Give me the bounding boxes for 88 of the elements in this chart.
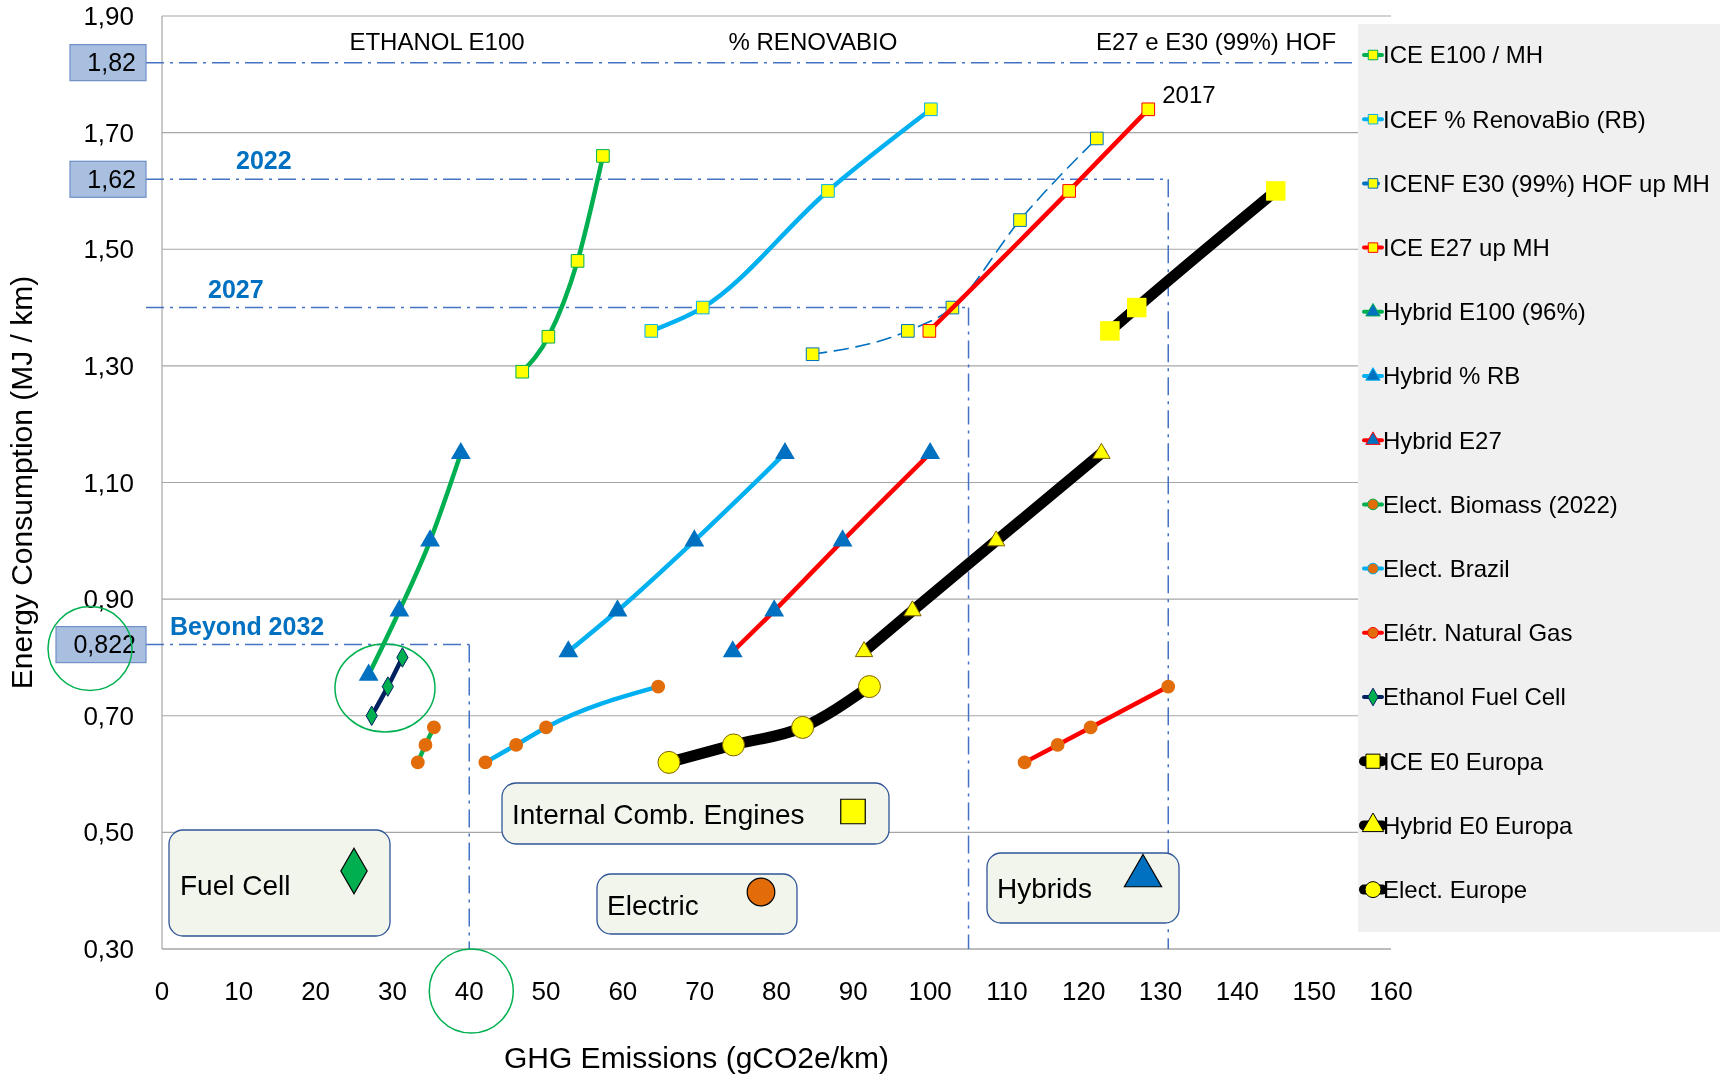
y-tick-label: 1,50 <box>83 234 134 265</box>
point <box>541 329 556 344</box>
point <box>857 675 881 699</box>
point <box>410 755 425 770</box>
point <box>791 715 815 739</box>
point <box>1100 321 1120 341</box>
annotation: E27 e E30 (99%) HOF <box>1095 28 1337 55</box>
point <box>1141 102 1156 117</box>
point <box>1089 131 1104 146</box>
y-tick-label: 1,10 <box>83 467 134 498</box>
x-tick-label: 110 <box>986 976 1028 1006</box>
legend-label: Hybrid E27 <box>1383 426 1502 454</box>
legend-label: Hybrid % RB <box>1383 362 1521 390</box>
annotation: 2022 <box>236 146 292 175</box>
legend-label: Elect. Europe <box>1383 876 1528 903</box>
point <box>509 738 524 752</box>
y-tick-label: 0,30 <box>83 934 134 965</box>
annotation: ETHANOL E100 <box>349 28 525 55</box>
annotation: % RENOVABIO <box>728 28 898 55</box>
point <box>1017 755 1032 770</box>
point <box>1062 184 1076 198</box>
point <box>695 300 710 315</box>
point <box>657 750 681 774</box>
annotation: Internal Comb. Engines <box>512 799 805 830</box>
point <box>651 679 666 694</box>
x-tick-label: 150 <box>1292 976 1336 1006</box>
point <box>901 324 915 338</box>
point <box>821 184 835 198</box>
legend-label: ICEF % RenovaBio (RB) <box>1383 105 1646 133</box>
annotation: Beyond 2032 <box>170 611 325 640</box>
x-tick-label: 120 <box>1062 976 1106 1006</box>
legend-label: Ethanol Fuel Cell <box>1383 683 1566 711</box>
y-tick-label: 1,70 <box>83 117 134 148</box>
point <box>427 720 441 735</box>
y-tick-label: 0,70 <box>83 700 134 731</box>
x-tick-label: 100 <box>908 976 952 1006</box>
x-tick-label: 60 <box>608 976 638 1006</box>
annotation: Hybrids <box>997 873 1092 904</box>
point <box>1127 297 1147 318</box>
point <box>478 755 493 770</box>
point <box>570 254 585 268</box>
point <box>418 738 433 752</box>
y-tick-label: 1,30 <box>83 350 134 381</box>
point <box>1161 679 1176 694</box>
y-tick-label: 0,90 <box>83 584 134 615</box>
x-tick-label: 130 <box>1138 976 1183 1006</box>
x-tick-label: 140 <box>1215 976 1260 1006</box>
legend-label: Elect. Brazil <box>1383 555 1510 582</box>
annotation: 2027 <box>208 274 264 303</box>
point <box>539 720 553 735</box>
y-tick-label: 0,50 <box>83 817 134 848</box>
point <box>805 347 820 362</box>
legend-label: Hybrid E0 Europa <box>1383 811 1574 839</box>
point <box>1266 181 1286 201</box>
x-tick-label: 0 <box>154 976 170 1006</box>
point <box>644 324 659 338</box>
legend-label: ICENF E30 (99%) HOF up MH <box>1383 169 1710 197</box>
x-tick-label: 70 <box>685 976 715 1006</box>
legend-label: Elect. Biomass (2022) <box>1383 490 1618 518</box>
point <box>1050 738 1065 752</box>
point <box>1083 720 1098 735</box>
legend-label: Hybrid E100 (96%) <box>1383 298 1586 326</box>
annotation: 2017 <box>1162 81 1216 109</box>
y-tick-label: 1,90 <box>83 1 134 32</box>
x-tick-label: 160 <box>1369 976 1413 1006</box>
point <box>515 364 530 379</box>
annotation: Electric <box>607 890 699 921</box>
point <box>922 324 937 338</box>
legend-label: ICE E0 Europa <box>1383 747 1544 775</box>
x-tick-label: 50 <box>531 976 561 1006</box>
x-tick-label: 10 <box>224 976 254 1006</box>
point <box>924 102 938 117</box>
annotation: Fuel Cell <box>180 870 291 901</box>
x-tick-label: 20 <box>301 976 331 1006</box>
text: 1,62 <box>87 165 136 194</box>
x-axis-title: GHG Emissions (gCO2e/km) <box>503 1041 890 1074</box>
y-axis-title: Energy Consumption (MJ / km) <box>5 275 38 690</box>
point <box>596 149 610 163</box>
legend-label: Elétr. Natural Gas <box>1383 619 1573 647</box>
text: 1,82 <box>87 48 136 77</box>
x-tick-label: 40 <box>454 976 484 1006</box>
point <box>721 733 745 757</box>
legend-label: ICE E100 / MH <box>1383 41 1544 69</box>
legend-label: ICE E27 up MH <box>1383 234 1550 261</box>
point <box>1013 213 1027 227</box>
x-tick-label: 80 <box>762 976 791 1006</box>
x-tick-label: 90 <box>838 976 868 1006</box>
x-tick-label: 30 <box>377 976 407 1006</box>
